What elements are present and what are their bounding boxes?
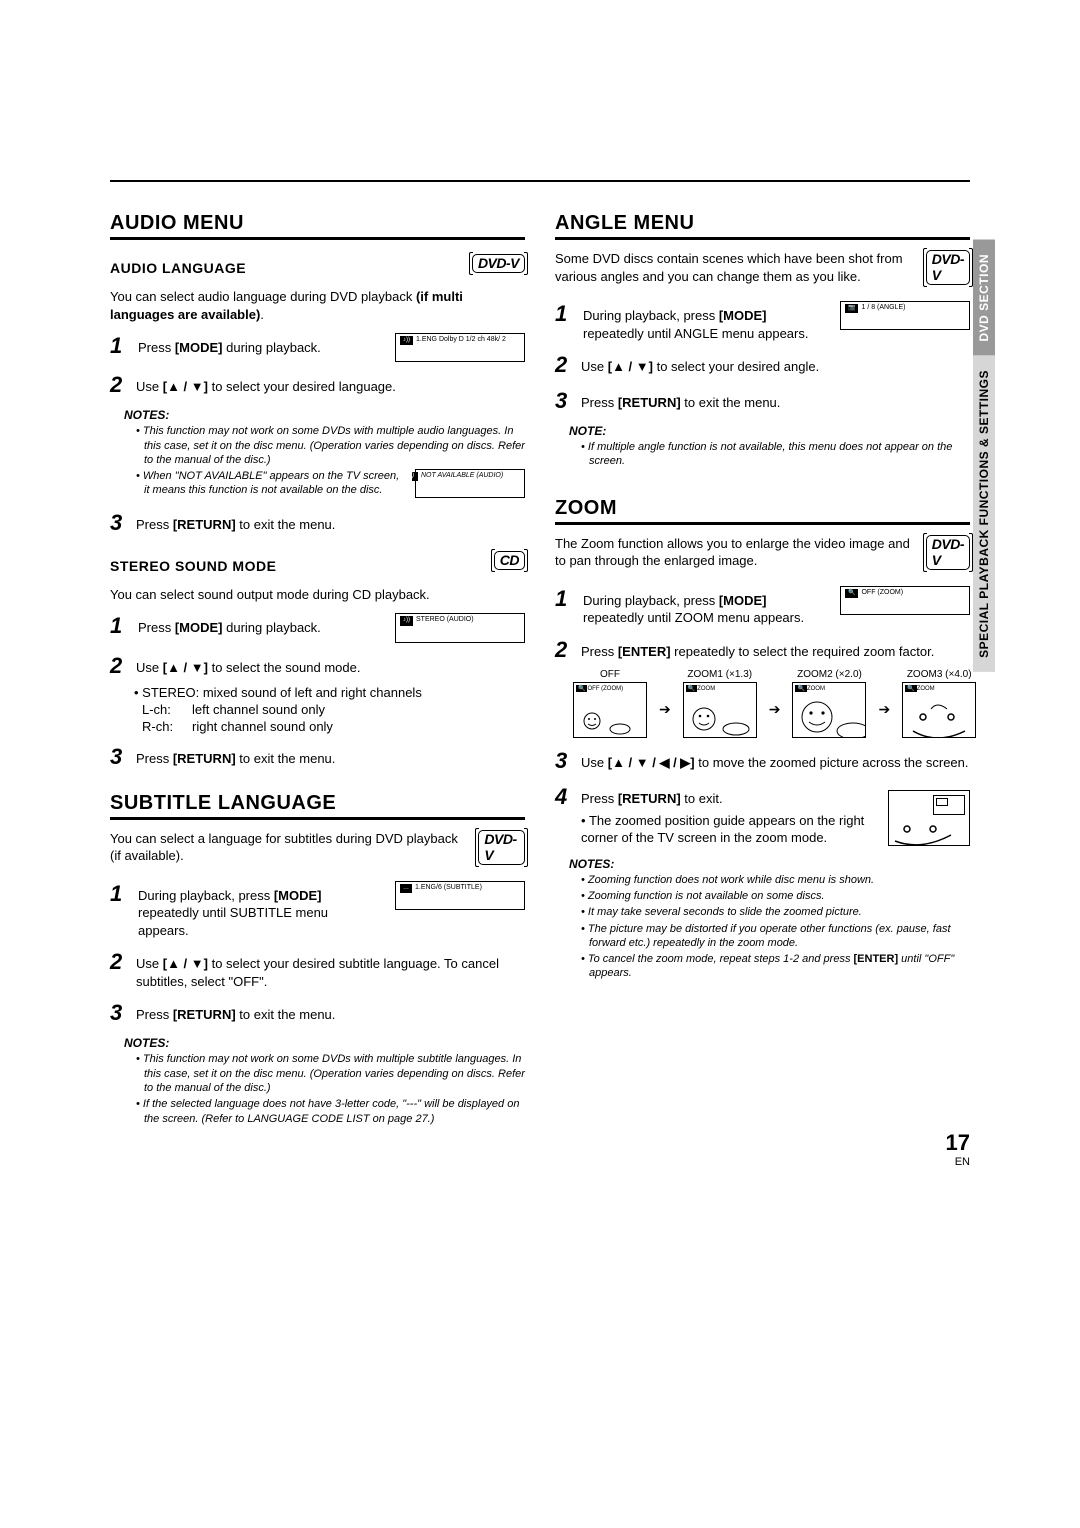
angle-title: ANGLE MENU bbox=[555, 212, 970, 240]
dvdv-badge-icon: DVD-V bbox=[472, 254, 525, 273]
cd-badge-icon: CD bbox=[494, 551, 525, 570]
notes-head: NOTES: bbox=[124, 1036, 525, 1050]
audio-menu-title: AUDIO MENU bbox=[110, 212, 525, 240]
step-number: 3 bbox=[110, 510, 128, 536]
subtitle-intro: You can select a language for subtitles … bbox=[110, 830, 468, 865]
stereo-intro: You can select sound output mode during … bbox=[110, 586, 525, 604]
zoom-box-1: 🔍ZOOM bbox=[683, 682, 757, 738]
notes-head: NOTES: bbox=[124, 408, 525, 422]
page-footer: 17 EN bbox=[946, 1130, 970, 1168]
arrow-right-icon: ➔ bbox=[878, 669, 890, 718]
notes-list: This function may not work on some DVDs … bbox=[126, 424, 525, 497]
audio-language-head: AUDIO LANGUAGE bbox=[110, 260, 246, 276]
zoom-box-2: 🔍ZOOM bbox=[792, 682, 866, 738]
zoom-box-off: 🔍OFF (ZOOM) bbox=[573, 682, 647, 738]
step-number: 1 bbox=[110, 613, 128, 639]
arrow-right-icon: ➔ bbox=[659, 669, 671, 718]
step-number: 1 bbox=[555, 301, 573, 327]
angle-intro: Some DVD discs contain scenes which have… bbox=[555, 250, 916, 285]
osd-stereo: ♪))STEREO (AUDIO) bbox=[395, 613, 525, 642]
side-tab-dvd-section: DVD SECTION bbox=[973, 240, 995, 356]
step-number: 1 bbox=[110, 881, 128, 907]
notes-list: This function may not work on some DVDs … bbox=[126, 1052, 525, 1125]
step-number: 2 bbox=[110, 949, 128, 975]
step-number: 2 bbox=[555, 352, 573, 378]
side-tabs: DVD SECTION SPECIAL PLAYBACK FUNCTIONS &… bbox=[970, 240, 998, 671]
page-lang: EN bbox=[946, 1156, 970, 1168]
step-number: 2 bbox=[555, 637, 573, 663]
page-number: 17 bbox=[946, 1130, 970, 1156]
zoom-diagram: OFF 🔍OFF (ZOOM) ➔ ZOOM1 (×1.3) 🔍ZOOM ➔ bbox=[573, 669, 970, 738]
zoom-title: ZOOM bbox=[555, 497, 970, 525]
osd-audio-lang: ♪))1.ENG Dolby D 1/2 ch 48k/ 2 bbox=[395, 333, 525, 362]
step-number: 3 bbox=[110, 1000, 128, 1026]
step-number: 1 bbox=[555, 586, 573, 612]
subtitle-title: SUBTITLE LANGUAGE bbox=[110, 792, 525, 820]
step-number: 2 bbox=[110, 372, 128, 398]
zoom-intro: The Zoom function allows you to enlarge … bbox=[555, 535, 916, 570]
note-head: NOTE: bbox=[569, 424, 970, 438]
osd-not-available: ♪))NOT AVAILABLE (AUDIO) bbox=[415, 469, 525, 498]
step-number: 2 bbox=[110, 653, 128, 679]
dvdv-badge-icon: DVD-V bbox=[926, 535, 970, 570]
arrow-right-icon: ➔ bbox=[769, 669, 781, 718]
zoom-box-3: 🔍ZOOM bbox=[902, 682, 976, 738]
side-tab-special: SPECIAL PLAYBACK FUNCTIONS & SETTINGS bbox=[973, 356, 995, 672]
osd-angle: 📷1 / 8 (ANGLE) bbox=[840, 301, 970, 330]
dvdv-badge-icon: DVD-V bbox=[926, 250, 970, 285]
step-number: 3 bbox=[555, 748, 573, 774]
notes-list: If multiple angle function is not availa… bbox=[571, 440, 970, 469]
stereo-head: STEREO SOUND MODE bbox=[110, 558, 276, 574]
step-number: 3 bbox=[110, 744, 128, 770]
osd-subtitle: …1.ENG/6 (SUBTITLE) bbox=[395, 881, 525, 910]
notes-list: Zooming function does not work while dis… bbox=[571, 873, 970, 981]
step-number: 4 bbox=[555, 784, 573, 810]
audio-lang-intro: You can select audio language during DVD… bbox=[110, 288, 525, 323]
step-number: 3 bbox=[555, 388, 573, 414]
dvdv-badge-icon: DVD-V bbox=[478, 830, 525, 865]
notes-head: NOTES: bbox=[569, 857, 970, 871]
step-number: 1 bbox=[110, 333, 128, 359]
osd-zoom: 🔍OFF (ZOOM) bbox=[840, 586, 970, 615]
zoom-guide-icon bbox=[888, 790, 970, 846]
